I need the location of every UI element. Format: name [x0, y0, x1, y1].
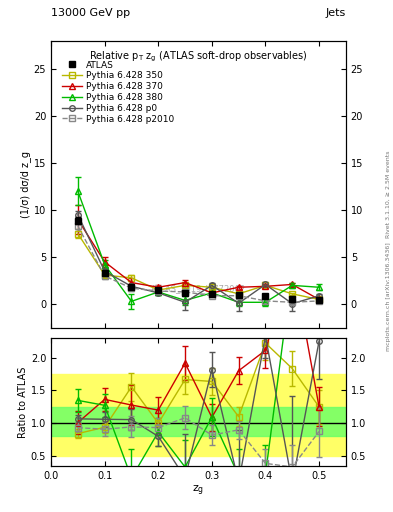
Bar — [51, 374, 346, 456]
Legend: ATLAS, Pythia 6.428 350, Pythia 6.428 370, Pythia 6.428 380, Pythia 6.428 p0, Py: ATLAS, Pythia 6.428 350, Pythia 6.428 37… — [59, 57, 178, 127]
Bar — [51, 407, 346, 436]
Y-axis label: Ratio to ATLAS: Ratio to ATLAS — [18, 366, 28, 438]
Y-axis label: (1/σ) dσ/d z_g: (1/σ) dσ/d z_g — [20, 151, 31, 218]
Text: ATLAS_2019_I1772062: ATLAS_2019_I1772062 — [151, 284, 246, 293]
X-axis label: z$_\mathregular{g}$: z$_\mathregular{g}$ — [193, 483, 204, 498]
Text: 13000 GeV pp: 13000 GeV pp — [51, 8, 130, 18]
Text: Jets: Jets — [325, 8, 346, 18]
Text: Rivet 3.1.10, ≥ 2.5M events: Rivet 3.1.10, ≥ 2.5M events — [386, 151, 391, 238]
Text: mcplots.cern.ch [arXiv:1306.3436]: mcplots.cern.ch [arXiv:1306.3436] — [386, 243, 391, 351]
Text: Relative p$_\mathregular{T}$ z$_\mathregular{g}$ (ATLAS soft-drop observables): Relative p$_\mathregular{T}$ z$_\mathreg… — [89, 50, 308, 64]
